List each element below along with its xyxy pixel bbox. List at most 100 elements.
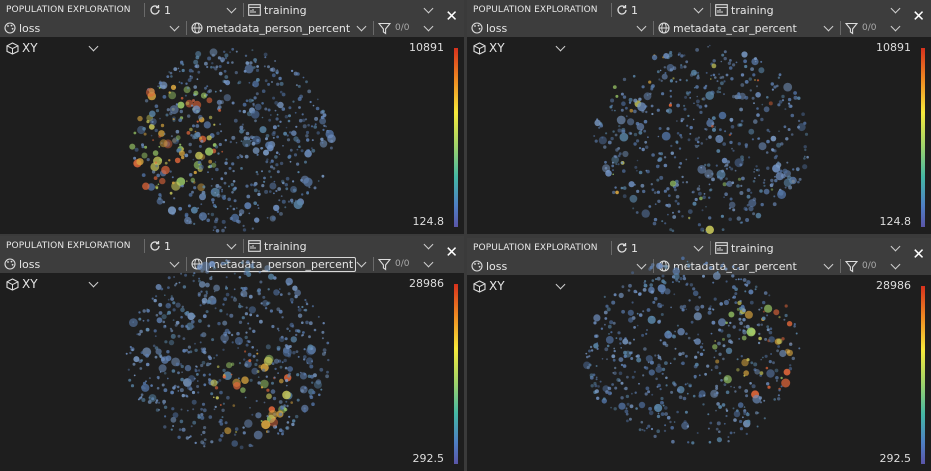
sample-point[interactable]: [686, 124, 689, 127]
sample-point[interactable]: [329, 146, 333, 150]
sample-point[interactable]: [677, 328, 685, 336]
sample-point[interactable]: [142, 127, 146, 131]
sample-point[interactable]: [730, 385, 732, 388]
sample-point[interactable]: [667, 213, 669, 216]
sample-point[interactable]: [770, 178, 774, 183]
sample-point[interactable]: [670, 426, 674, 430]
sample-point[interactable]: [310, 374, 314, 379]
sample-point[interactable]: [627, 118, 635, 126]
sample-point[interactable]: [295, 414, 299, 419]
sample-point[interactable]: [725, 414, 728, 418]
sample-point[interactable]: [233, 433, 237, 436]
sample-point[interactable]: [210, 295, 214, 299]
sample-point[interactable]: [697, 223, 701, 227]
sample-point[interactable]: [742, 318, 746, 322]
sample-point[interactable]: [766, 328, 770, 332]
sample-point[interactable]: [757, 341, 761, 345]
sample-point[interactable]: [589, 373, 594, 378]
sample-point[interactable]: [181, 393, 185, 398]
sample-point[interactable]: [788, 185, 793, 190]
sample-point[interactable]: [239, 128, 244, 134]
sample-point[interactable]: [770, 135, 777, 142]
sample-point[interactable]: [178, 428, 182, 431]
sample-point[interactable]: [708, 183, 711, 186]
scatter-plot[interactable]: [467, 238, 931, 471]
sample-point[interactable]: [789, 364, 792, 367]
sample-point[interactable]: [715, 409, 717, 412]
sample-point[interactable]: [744, 64, 748, 69]
sample-point[interactable]: [155, 109, 160, 113]
sample-point[interactable]: [802, 164, 808, 170]
sample-point[interactable]: [593, 314, 601, 322]
sample-point[interactable]: [310, 147, 313, 150]
sample-point[interactable]: [210, 392, 214, 396]
sample-point[interactable]: [633, 326, 636, 329]
sample-point[interactable]: [804, 148, 807, 152]
sample-point[interactable]: [698, 185, 701, 187]
sample-point[interactable]: [626, 402, 630, 406]
sample-point[interactable]: [666, 330, 670, 334]
sample-point[interactable]: [285, 400, 288, 403]
sample-point[interactable]: [643, 119, 648, 124]
sample-point[interactable]: [746, 203, 750, 207]
sample-point[interactable]: [263, 65, 266, 68]
metric-select[interactable]: loss: [0, 22, 186, 35]
sample-point[interactable]: [615, 337, 618, 339]
sample-point[interactable]: [267, 430, 270, 433]
sample-point[interactable]: [141, 173, 146, 178]
sample-point[interactable]: [229, 216, 233, 221]
sample-point[interactable]: [179, 388, 184, 393]
sample-point[interactable]: [711, 116, 716, 120]
sample-point[interactable]: [659, 388, 662, 391]
sample-point[interactable]: [218, 420, 221, 424]
sample-point[interactable]: [665, 384, 668, 387]
sample-point[interactable]: [781, 378, 791, 388]
sample-point[interactable]: [645, 145, 649, 149]
sample-point[interactable]: [760, 202, 764, 207]
sample-point[interactable]: [271, 81, 273, 83]
sample-point[interactable]: [314, 123, 317, 126]
sample-point[interactable]: [281, 316, 284, 319]
sample-point[interactable]: [290, 301, 294, 304]
sample-point[interactable]: [756, 425, 759, 428]
sample-point[interactable]: [722, 357, 725, 361]
sample-point[interactable]: [705, 71, 708, 74]
sample-point[interactable]: [764, 304, 773, 313]
sample-point[interactable]: [163, 388, 168, 393]
sample-point[interactable]: [734, 390, 737, 393]
sample-point[interactable]: [263, 401, 266, 404]
sample-point[interactable]: [139, 396, 142, 400]
sample-point[interactable]: [231, 191, 234, 194]
sample-point[interactable]: [172, 138, 177, 143]
sample-point[interactable]: [283, 358, 287, 363]
sample-point[interactable]: [761, 103, 764, 106]
sample-point[interactable]: [642, 374, 645, 377]
sample-point[interactable]: [287, 366, 293, 372]
sample-point[interactable]: [625, 115, 628, 118]
sample-point[interactable]: [214, 386, 219, 390]
subset-select[interactable]: training: [244, 4, 440, 17]
sample-point[interactable]: [244, 154, 249, 159]
sample-point[interactable]: [793, 325, 796, 328]
sample-point[interactable]: [675, 140, 679, 144]
sample-point[interactable]: [244, 312, 248, 316]
sample-point[interactable]: [753, 362, 758, 367]
sample-point[interactable]: [281, 432, 284, 436]
sample-point[interactable]: [679, 78, 682, 82]
sample-point[interactable]: [768, 101, 773, 106]
sample-point[interactable]: [620, 347, 622, 349]
sample-point[interactable]: [658, 152, 661, 155]
sample-point[interactable]: [667, 203, 671, 208]
sample-point[interactable]: [203, 193, 207, 197]
sample-point[interactable]: [728, 207, 731, 210]
sample-point[interactable]: [309, 364, 314, 369]
sample-point[interactable]: [753, 171, 755, 173]
sample-point[interactable]: [276, 327, 280, 330]
sample-point[interactable]: [694, 355, 698, 359]
sample-point[interactable]: [234, 187, 237, 190]
sample-point[interactable]: [177, 371, 180, 375]
sample-point[interactable]: [657, 412, 660, 415]
sample-point[interactable]: [148, 377, 151, 380]
sample-point[interactable]: [692, 287, 696, 291]
epoch-select[interactable]: 1: [612, 242, 710, 255]
